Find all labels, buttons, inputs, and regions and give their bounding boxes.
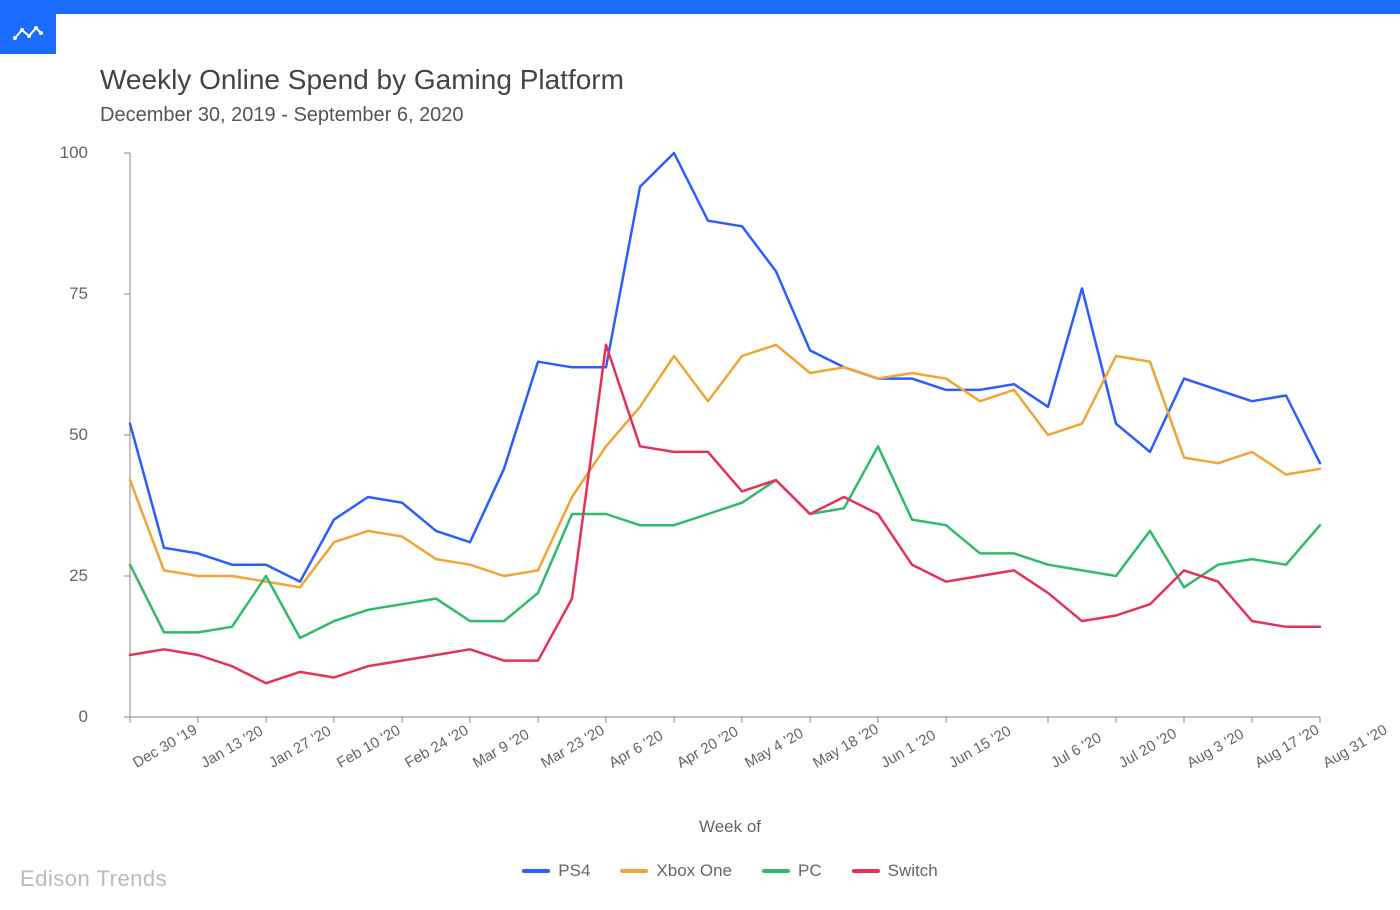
legend-item-xbox-one: Xbox One (620, 861, 732, 881)
x-tick-label: Aug 17 '20 (1252, 757, 1261, 772)
x-tick-label: Aug 3 '20 (1184, 757, 1193, 772)
logo-box (0, 14, 56, 54)
y-tick-label: 100 (60, 143, 88, 163)
y-tick-label: 50 (69, 425, 88, 445)
chart-subtitle: December 30, 2019 - September 6, 2020 (100, 104, 1360, 127)
x-tick-label: Jun 1 '20 (878, 757, 887, 772)
legend-label: PS4 (558, 861, 590, 881)
legend-swatch (852, 869, 880, 873)
legend-label: PC (798, 861, 822, 881)
brand-name-light: Trends (90, 866, 167, 891)
brand-name-bold: Edison (20, 866, 90, 891)
x-tick-label: Jul 6 '20 (1048, 757, 1057, 772)
x-tick-label: Jan 13 '20 (198, 757, 207, 772)
series-Xbox One (130, 345, 1320, 588)
x-tick-label: Jan 27 '20 (266, 757, 275, 772)
legend-swatch (522, 869, 550, 873)
x-tick-label: Jun 15 '20 (946, 757, 955, 772)
legend-swatch (620, 869, 648, 873)
legend-item-ps4: PS4 (522, 861, 590, 881)
series-PC (130, 446, 1320, 638)
plot-area: 0255075100Dec 30 '19Jan 13 '20Jan 27 '20… (100, 147, 1330, 747)
y-tick-label: 25 (69, 566, 88, 586)
legend-item-switch: Switch (852, 861, 938, 881)
x-tick-label: Jul 20 '20 (1116, 757, 1125, 772)
chart-svg (100, 147, 1330, 747)
x-tick-label: May 18 '20 (810, 757, 819, 772)
brand-footer: Edison Trends (20, 866, 167, 892)
x-tick-label: Mar 9 '20 (470, 757, 479, 772)
chart-title: Weekly Online Spend by Gaming Platform (100, 64, 1360, 96)
x-tick-label: Apr 6 '20 (606, 757, 615, 772)
legend-item-pc: PC (762, 861, 822, 881)
line-chart-icon (13, 24, 43, 44)
legend-swatch (762, 869, 790, 873)
legend-label: Switch (888, 861, 938, 881)
chart-container: Weekly Online Spend by Gaming Platform D… (100, 64, 1360, 880)
series-PS4 (130, 153, 1320, 582)
y-tick-label: 0 (79, 707, 88, 727)
y-tick-label: 75 (69, 284, 88, 304)
x-tick-label: Apr 20 '20 (674, 757, 683, 772)
x-tick-label: Mar 23 '20 (538, 757, 547, 772)
top-accent-bar (0, 0, 1400, 14)
x-tick-label: Feb 10 '20 (334, 757, 343, 772)
x-tick-label: Feb 24 '20 (402, 757, 411, 772)
legend: PS4 Xbox One PC Switch (100, 861, 1360, 881)
x-tick-label: May 4 '20 (742, 757, 751, 772)
x-tick-label: Aug 31 '20 (1320, 757, 1329, 772)
legend-label: Xbox One (656, 861, 732, 881)
x-axis-title: Week of (100, 817, 1360, 837)
x-tick-label: Dec 30 '19 (130, 757, 139, 772)
